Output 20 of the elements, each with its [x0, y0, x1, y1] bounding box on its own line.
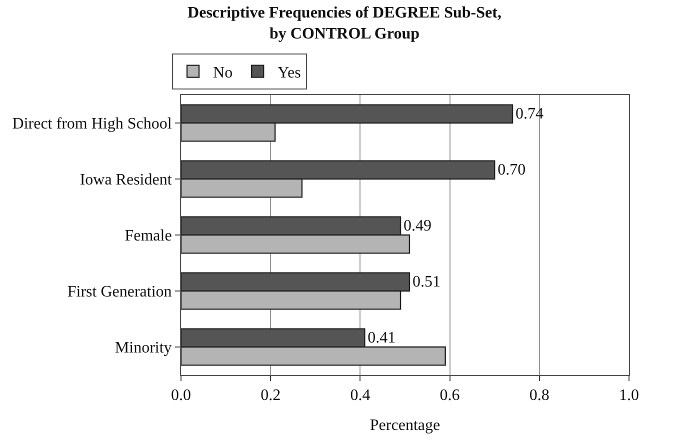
- y-tick-label: Direct from High School: [12, 116, 172, 133]
- x-tick-label: 0.6: [440, 387, 460, 404]
- x-tick-label: 0.8: [529, 387, 550, 404]
- data-label: 0.70: [498, 161, 526, 178]
- legend-label: No: [213, 64, 233, 82]
- x-tick-label: 0.4: [350, 387, 370, 404]
- legend-label: Yes: [278, 64, 301, 82]
- chart-title: Descriptive Frequencies of DEGREE Sub-Set, by CONTROL Group: [188, 4, 502, 42]
- y-tick-label: Iowa Resident: [80, 172, 172, 189]
- x-axis-title: Percentage: [370, 416, 440, 434]
- y-tick-label: First Generation: [67, 284, 172, 301]
- data-label: 0.49: [404, 217, 432, 234]
- data-label: 0.41: [368, 329, 396, 346]
- x-tick-label: 1.0: [619, 387, 639, 404]
- x-tick-label: 0.0: [171, 387, 191, 404]
- x-tick-label: 0.2: [260, 387, 281, 404]
- y-tick-label: Minority: [114, 340, 172, 357]
- y-tick-label: Female: [124, 228, 172, 245]
- data-label: 0.51: [412, 273, 440, 290]
- data-label: 0.74: [516, 105, 544, 122]
